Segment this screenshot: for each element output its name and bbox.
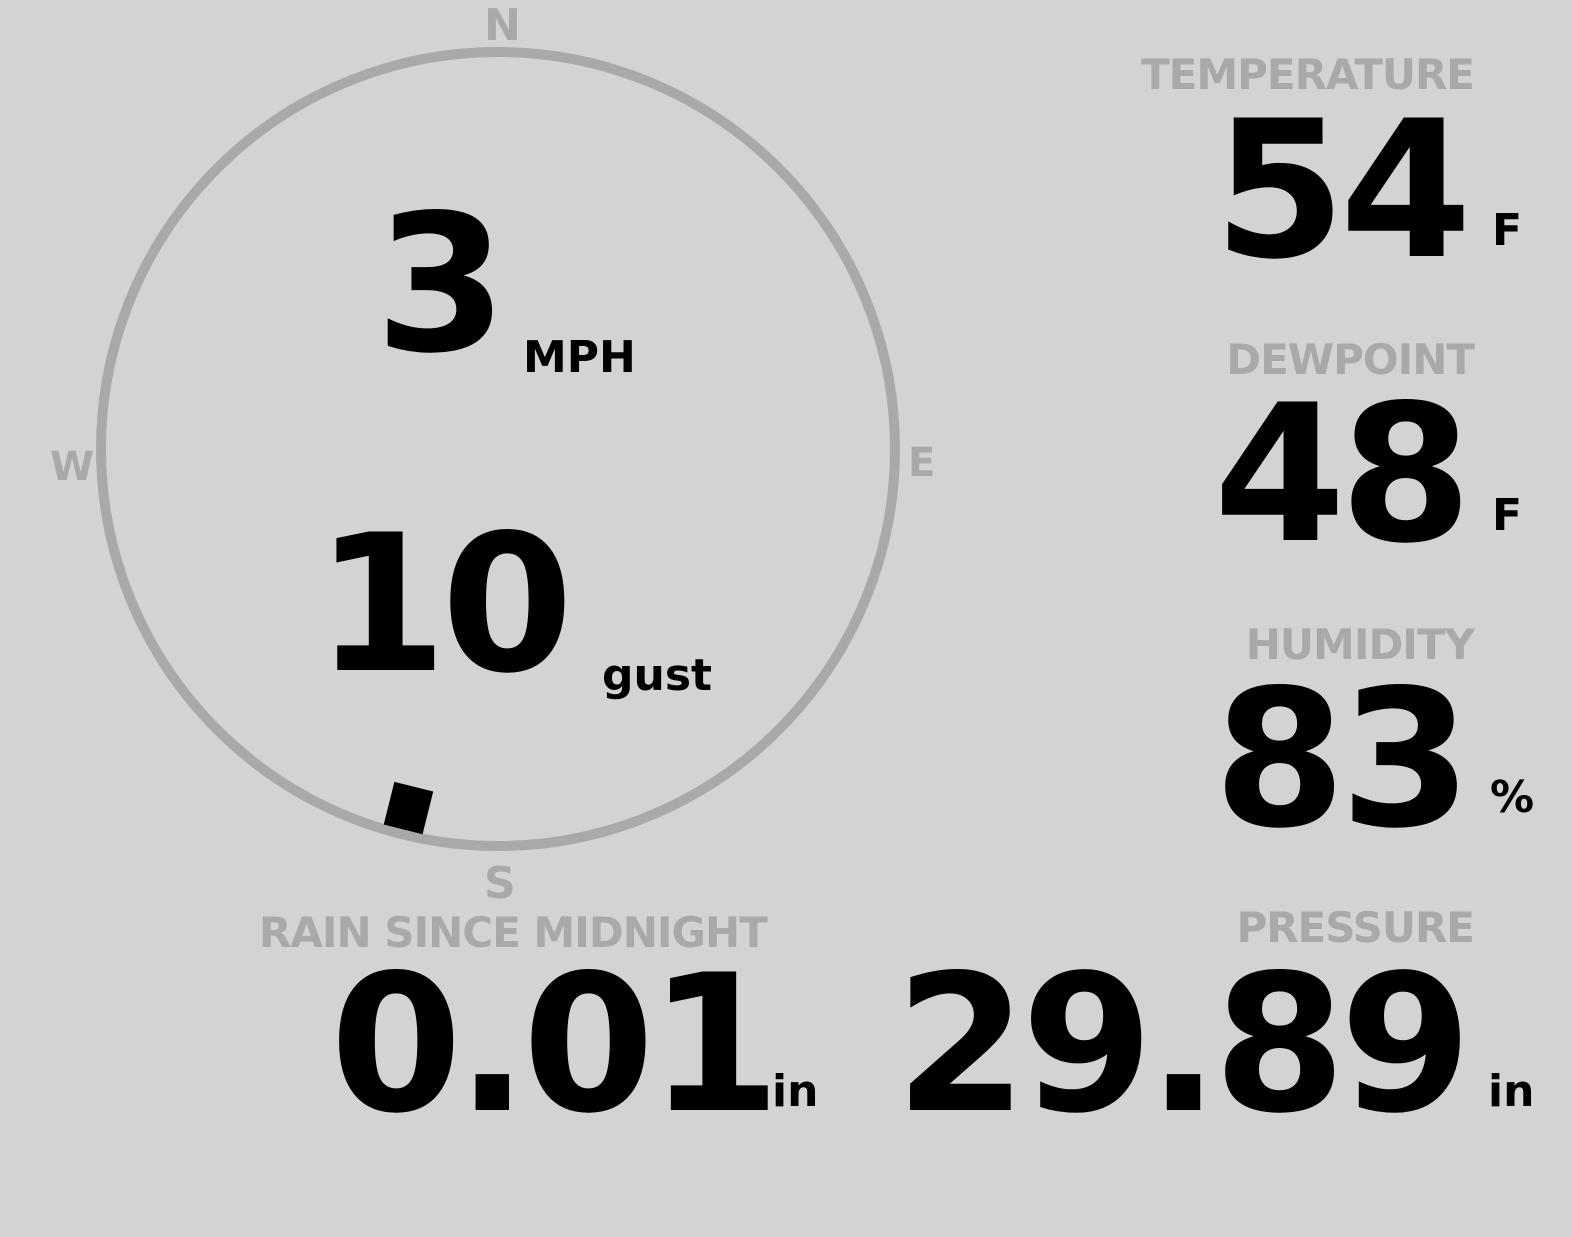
- dewpoint-unit: F: [1492, 490, 1523, 541]
- wind-gust-label: gust: [602, 650, 713, 701]
- temperature-label: TEMPERATURE: [1141, 50, 1475, 99]
- rain-unit: in: [772, 1066, 819, 1117]
- rain-label: RAIN SINCE MIDNIGHT: [259, 908, 768, 957]
- dewpoint-value: 48: [1213, 364, 1472, 585]
- humidity-value: 83: [1213, 649, 1472, 870]
- humidity-label: HUMIDITY: [1245, 620, 1475, 669]
- temperature-value: 54: [1213, 80, 1472, 301]
- temperature-unit: F: [1492, 205, 1523, 256]
- compass-south-label: S: [484, 858, 516, 909]
- compass-west-label: W: [50, 444, 95, 490]
- wind-speed-unit: MPH: [523, 332, 636, 383]
- compass-north-label: N: [484, 0, 521, 51]
- dewpoint-label: DEWPOINT: [1226, 335, 1475, 384]
- pressure-unit: in: [1488, 1066, 1535, 1117]
- compass-ring: [96, 47, 900, 851]
- wind-speed-value: 3: [375, 174, 507, 395]
- pressure-value: 29.89: [895, 934, 1472, 1155]
- rain-value: 0.01: [330, 934, 781, 1155]
- humidity-unit: %: [1490, 772, 1535, 823]
- wind-gust-value: 10: [315, 494, 573, 715]
- compass-east-label: E: [908, 440, 936, 486]
- wind-direction-marker: [383, 781, 434, 835]
- pressure-label: PRESSURE: [1236, 903, 1475, 952]
